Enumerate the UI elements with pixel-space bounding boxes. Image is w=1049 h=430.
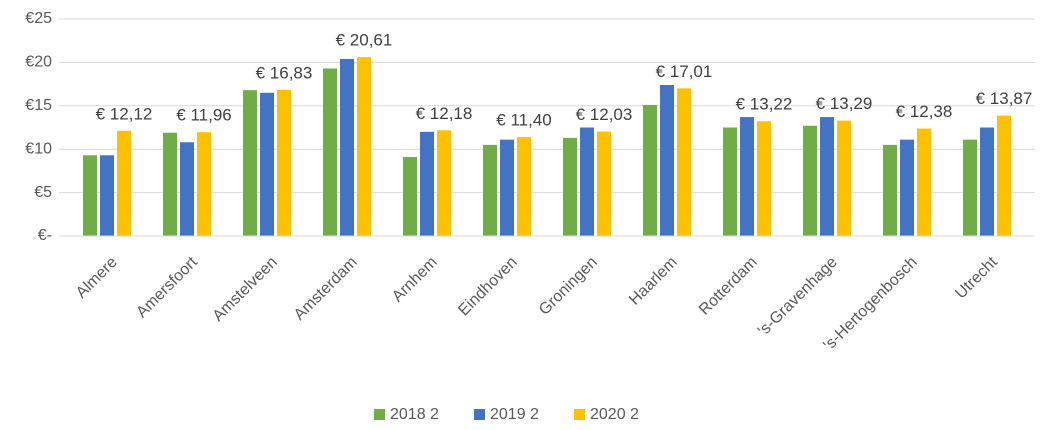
data-label: € 20,61 — [336, 31, 393, 50]
data-label: € 12,38 — [896, 102, 953, 121]
bar — [917, 128, 931, 236]
bar — [980, 127, 994, 236]
legend-label: 2020 2 — [590, 406, 639, 423]
y-tick-label: €20 — [25, 54, 52, 71]
bar — [900, 139, 914, 236]
bar — [563, 137, 577, 236]
bar — [340, 58, 354, 236]
x-tick-label: Amersfoort — [133, 253, 201, 321]
bar — [260, 92, 274, 236]
bar — [837, 120, 851, 236]
x-tick-label: 's-Gravenhage — [755, 254, 841, 340]
data-label: € 13,22 — [736, 95, 793, 114]
data-label: € 12,03 — [576, 105, 633, 124]
bar — [580, 127, 594, 236]
y-tick-label: €5 — [34, 184, 52, 201]
data-label: € 12,18 — [416, 104, 473, 123]
legend-swatch — [474, 409, 485, 420]
data-label: € 16,83 — [256, 63, 313, 82]
bar — [660, 84, 674, 236]
data-label: € 13,29 — [816, 94, 873, 113]
bar — [357, 57, 371, 237]
bar — [277, 89, 291, 236]
bar — [403, 157, 417, 236]
bar — [883, 144, 897, 236]
bar — [483, 144, 497, 236]
x-tick-label: Arnhem — [389, 254, 441, 306]
bar — [517, 137, 531, 236]
x-tick-label: Utrecht — [952, 253, 1001, 302]
x-tick-label: Amstelveen — [210, 254, 281, 325]
bar — [757, 121, 771, 236]
y-tick-label: €- — [38, 227, 52, 244]
bar — [437, 130, 451, 236]
data-label: € 11,40 — [496, 111, 551, 130]
x-tick-label: Groningen — [536, 254, 601, 319]
bar — [500, 139, 514, 236]
bar — [803, 125, 817, 236]
bar — [643, 104, 657, 236]
bar — [420, 131, 434, 236]
x-tick-label: Amsterdam — [291, 254, 361, 324]
x-tick-label: Eindhoven — [455, 254, 521, 320]
legend-label: 2018 2 — [390, 406, 439, 423]
bar — [117, 130, 131, 236]
data-label: € 17,01 — [656, 62, 713, 81]
bar — [323, 68, 337, 236]
x-tick-label: Rotterdam — [696, 254, 761, 319]
bar — [723, 127, 737, 236]
bar — [83, 155, 97, 236]
data-label: € 12,12 — [96, 104, 153, 123]
bar — [963, 139, 977, 236]
bar — [820, 117, 834, 236]
y-tick-label: €10 — [25, 140, 52, 157]
legend-swatch — [374, 409, 385, 420]
bar — [740, 117, 754, 236]
bar — [597, 131, 611, 236]
bar — [163, 132, 177, 236]
bar — [100, 155, 114, 236]
legend-label: 2019 2 — [490, 406, 539, 423]
y-tick-label: €15 — [25, 97, 52, 114]
x-tick-label: Haarlem — [626, 254, 681, 309]
bar — [677, 88, 691, 236]
bar — [197, 132, 211, 236]
data-label: € 11,96 — [176, 106, 231, 125]
bar — [180, 142, 194, 236]
x-tick-label: Almere — [73, 254, 121, 302]
y-tick-label: €25 — [25, 10, 52, 27]
data-label: € 13,87 — [976, 89, 1033, 108]
bar — [997, 115, 1011, 236]
bar — [243, 90, 257, 237]
legend-swatch — [574, 409, 585, 420]
